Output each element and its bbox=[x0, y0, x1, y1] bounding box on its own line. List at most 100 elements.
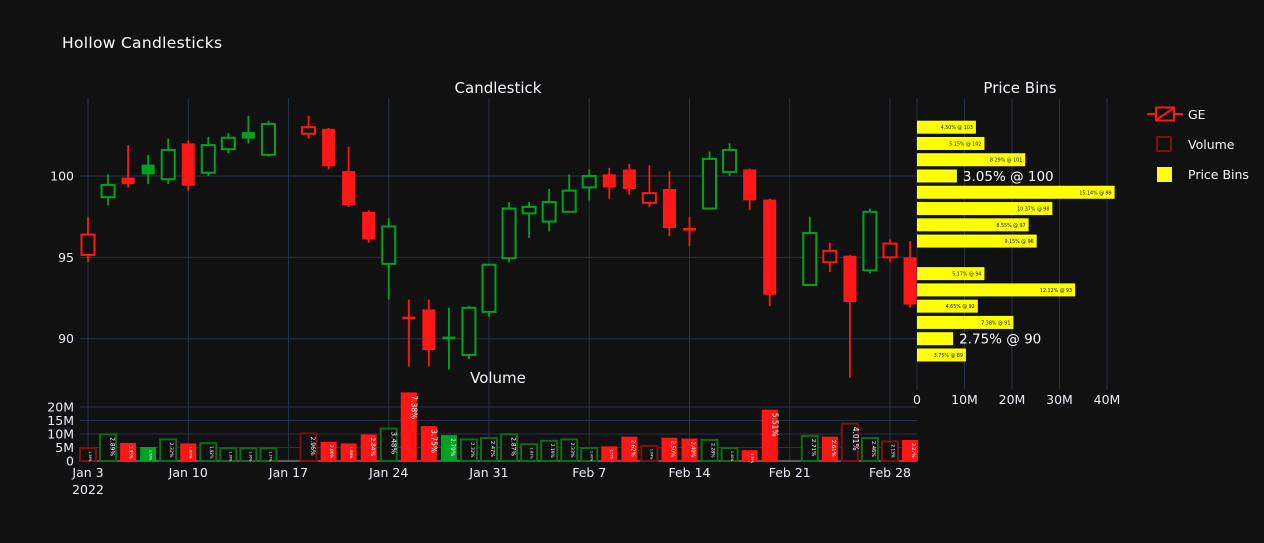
candle[interactable] bbox=[241, 132, 255, 139]
candle[interactable] bbox=[802, 231, 818, 287]
candle[interactable] bbox=[422, 309, 436, 351]
volume-bar[interactable] bbox=[520, 443, 539, 463]
volume-bar[interactable] bbox=[720, 447, 739, 463]
candle[interactable] bbox=[822, 249, 838, 264]
price-bin[interactable] bbox=[917, 299, 978, 313]
volume-bar[interactable] bbox=[821, 436, 838, 461]
candle[interactable] bbox=[442, 336, 456, 340]
volume-bar[interactable] bbox=[459, 438, 478, 462]
legend-item-ge[interactable]: GE bbox=[1146, 103, 1262, 125]
volume-bar[interactable] bbox=[379, 427, 398, 463]
price-bin[interactable] bbox=[917, 315, 1014, 329]
volume-bar[interactable] bbox=[621, 436, 638, 461]
candle[interactable] bbox=[80, 233, 96, 256]
price-bin[interactable] bbox=[917, 332, 954, 346]
price-bin[interactable] bbox=[917, 120, 976, 134]
legend-item-volume[interactable]: Volume bbox=[1146, 133, 1262, 155]
volume-bar[interactable] bbox=[299, 432, 318, 462]
volume-bar[interactable] bbox=[661, 437, 678, 461]
candle[interactable] bbox=[322, 128, 336, 167]
volume-bar[interactable] bbox=[540, 439, 559, 462]
candle[interactable] bbox=[602, 174, 616, 188]
candle[interactable] bbox=[181, 143, 195, 186]
price-bin[interactable] bbox=[917, 267, 985, 281]
candle[interactable] bbox=[843, 255, 857, 303]
price-bin-label: 4.50% @ 103 bbox=[941, 125, 973, 131]
volume-bar[interactable] bbox=[120, 442, 137, 461]
volume-bar[interactable] bbox=[500, 433, 519, 462]
candle[interactable] bbox=[702, 157, 718, 210]
candle[interactable] bbox=[541, 201, 557, 223]
volume-bar[interactable] bbox=[99, 433, 118, 462]
price-bin[interactable] bbox=[917, 348, 966, 362]
candle[interactable] bbox=[763, 199, 777, 295]
price-bin[interactable] bbox=[917, 283, 1076, 297]
volume-bar[interactable] bbox=[420, 426, 437, 461]
candle[interactable] bbox=[521, 205, 537, 215]
candle[interactable] bbox=[160, 148, 176, 181]
candle[interactable] bbox=[561, 189, 577, 213]
candle[interactable] bbox=[903, 257, 917, 305]
volume-bar[interactable] bbox=[800, 434, 819, 463]
candle[interactable] bbox=[662, 189, 676, 229]
legend-item-price-bins[interactable]: Price Bins bbox=[1146, 163, 1262, 185]
volume-bar[interactable] bbox=[681, 438, 698, 461]
candle[interactable] bbox=[362, 211, 376, 240]
volume-bar[interactable] bbox=[881, 440, 899, 463]
candle[interactable] bbox=[481, 263, 497, 313]
candle[interactable] bbox=[683, 227, 696, 231]
volume-bar[interactable] bbox=[480, 437, 498, 462]
volume-bar[interactable] bbox=[741, 450, 758, 461]
volume-bar[interactable] bbox=[640, 444, 659, 463]
volume-bar[interactable] bbox=[320, 441, 337, 461]
volume-bar[interactable] bbox=[360, 434, 377, 461]
candle[interactable] bbox=[141, 164, 155, 175]
candle[interactable] bbox=[121, 177, 135, 185]
candle[interactable] bbox=[722, 148, 738, 173]
volume-bar[interactable] bbox=[239, 447, 258, 462]
candle[interactable] bbox=[743, 169, 757, 201]
price-bin[interactable] bbox=[917, 169, 957, 183]
volume-bar[interactable] bbox=[761, 409, 778, 461]
volume-bar[interactable] bbox=[180, 443, 197, 461]
candle[interactable] bbox=[622, 169, 636, 190]
volume-bar[interactable] bbox=[79, 447, 97, 462]
candle[interactable] bbox=[342, 171, 356, 206]
volume-bar[interactable] bbox=[601, 446, 618, 461]
volume-bar[interactable] bbox=[140, 446, 157, 461]
candle[interactable] bbox=[581, 175, 597, 189]
volume-bar[interactable] bbox=[700, 438, 719, 463]
volume-bar[interactable] bbox=[199, 442, 218, 462]
volume-bar[interactable] bbox=[902, 439, 919, 461]
price-bin[interactable] bbox=[917, 153, 1026, 167]
price-bin[interactable] bbox=[917, 234, 1037, 248]
candle[interactable] bbox=[461, 306, 477, 356]
candle[interactable] bbox=[100, 183, 116, 199]
volume-bar[interactable] bbox=[340, 443, 357, 461]
volume-bar[interactable] bbox=[400, 392, 417, 461]
volume-bar[interactable] bbox=[840, 422, 859, 462]
price-bin[interactable] bbox=[917, 218, 1029, 232]
volume-bar[interactable] bbox=[159, 438, 178, 462]
volume-bar[interactable] bbox=[219, 447, 238, 462]
volume-bar[interactable] bbox=[440, 435, 457, 461]
volume-bar-label: 1.52% bbox=[148, 450, 152, 460]
volume-bar[interactable] bbox=[259, 447, 278, 462]
candle[interactable] bbox=[882, 242, 898, 259]
candle[interactable] bbox=[501, 207, 517, 260]
price-bin[interactable] bbox=[917, 202, 1053, 216]
candle[interactable] bbox=[402, 316, 416, 320]
candle[interactable] bbox=[862, 210, 878, 272]
candle[interactable] bbox=[260, 122, 276, 156]
volume-bar[interactable] bbox=[860, 437, 879, 462]
candle[interactable] bbox=[301, 126, 317, 135]
candle[interactable] bbox=[200, 144, 216, 174]
candle[interactable] bbox=[381, 225, 397, 265]
candle[interactable] bbox=[641, 192, 657, 204]
price-bin[interactable] bbox=[917, 136, 985, 150]
price-bin[interactable] bbox=[917, 185, 1115, 199]
candle[interactable] bbox=[220, 136, 236, 151]
volume-bar[interactable] bbox=[560, 438, 579, 462]
volume-bar[interactable] bbox=[580, 447, 599, 463]
